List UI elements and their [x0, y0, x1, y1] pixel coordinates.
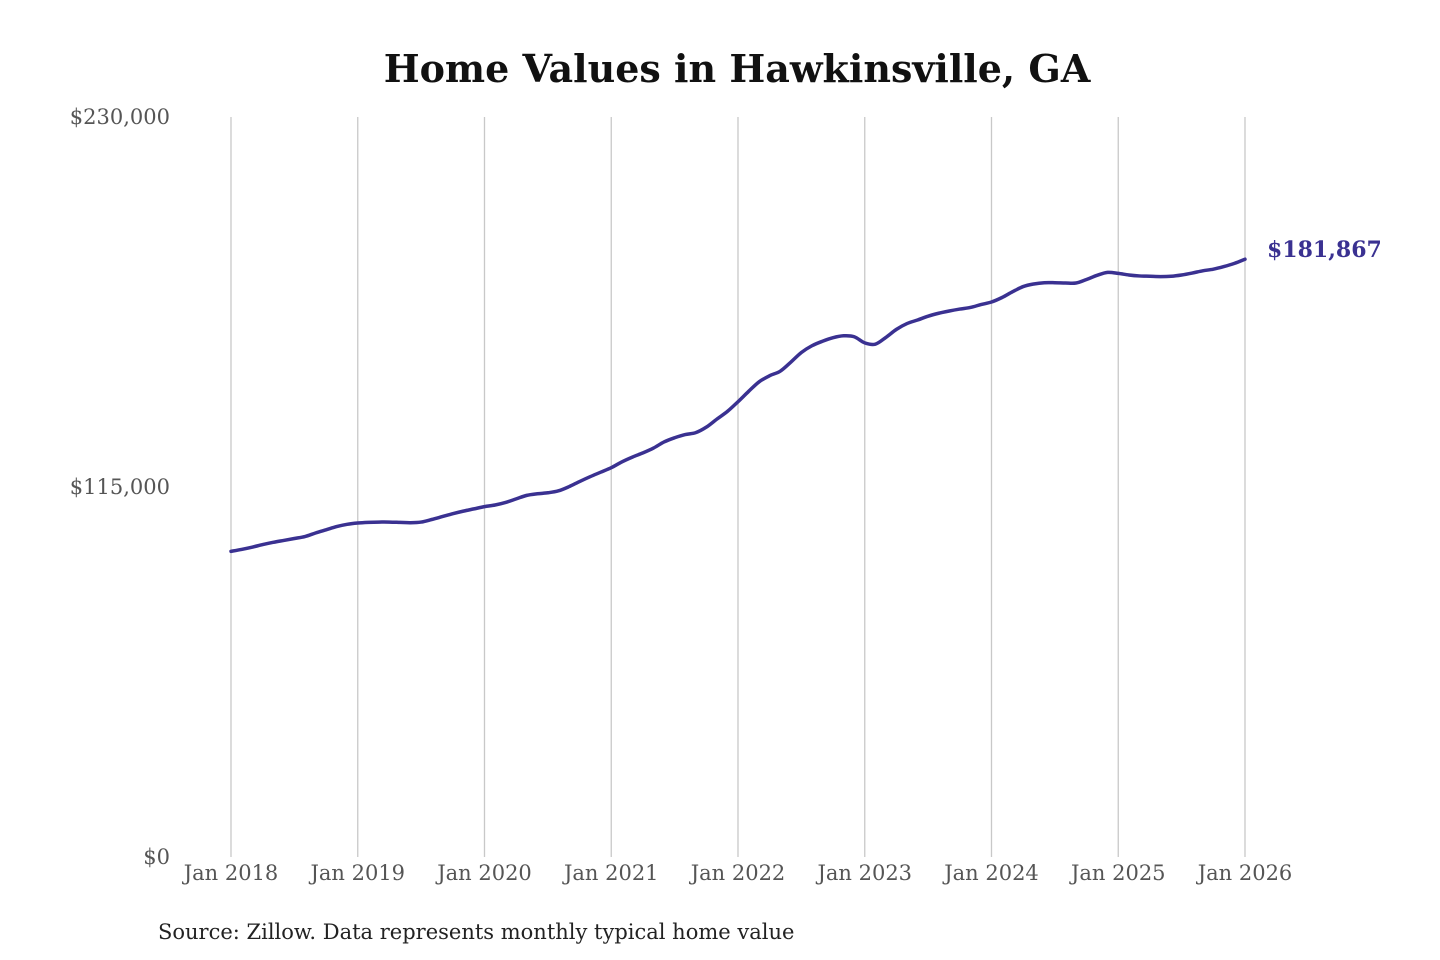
x-tick-label-2019: Jan 2019 — [308, 861, 405, 885]
x-tick-label-2020: Jan 2020 — [435, 861, 532, 885]
x-tick-label-2018: Jan 2018 — [182, 861, 279, 885]
vertical-gridlines — [230, 117, 1246, 857]
x-tick-label-2024: Jan 2024 — [942, 861, 1039, 885]
y-tick-label-115000: $115,000 — [70, 475, 170, 499]
x-tick-label-2021: Jan 2021 — [562, 861, 659, 885]
chart-title: Home Values in Hawkinsville, GA — [384, 46, 1091, 91]
y-tick-label-0: $0 — [143, 845, 170, 869]
series-line-0 — [229, 257, 1247, 554]
end-value-label: $181,867 — [1267, 237, 1382, 263]
source-note: Source: Zillow. Data represents monthly … — [158, 920, 794, 944]
y-tick-label-230000: $230,000 — [70, 105, 170, 129]
x-tick-label-2026: Jan 2026 — [1196, 861, 1293, 885]
series-layer — [229, 257, 1247, 554]
x-tick-label-2022: Jan 2022 — [689, 861, 786, 885]
x-axis-tick-labels: Jan 2018 Jan 2019 Jan 2020 Jan 2021 Jan 2022… — [182, 861, 1293, 885]
x-tick-label-2023: Jan 2023 — [815, 861, 912, 885]
y-axis-tick-labels: $0 $115,000 $230,000 — [70, 105, 170, 869]
x-tick-label-2025: Jan 2025 — [1069, 861, 1166, 885]
